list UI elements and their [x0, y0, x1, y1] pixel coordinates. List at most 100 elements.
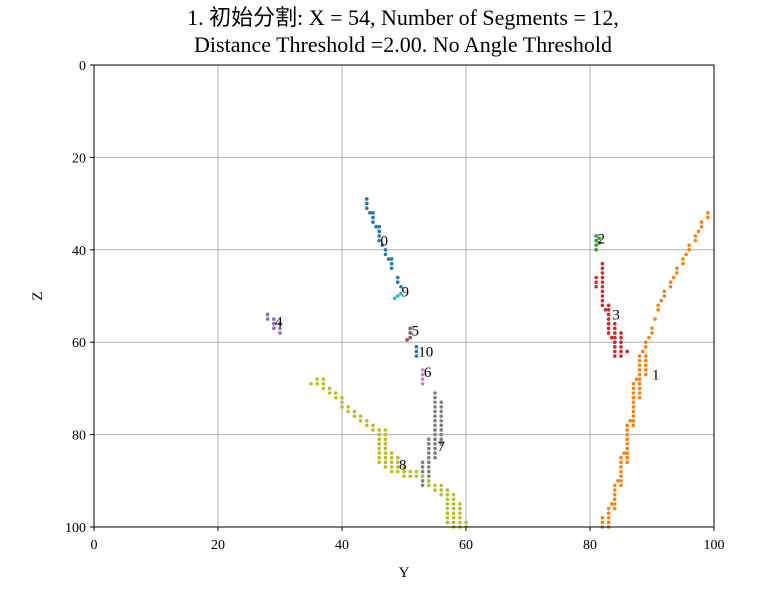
segment-label-5: 5 — [411, 324, 419, 340]
segment-1-point — [637, 395, 642, 400]
segment-0-point — [399, 284, 403, 289]
segment-8-point — [445, 492, 450, 497]
segment-3-point — [619, 349, 623, 354]
segment-8-point — [321, 381, 326, 386]
segment-8-point — [439, 488, 444, 492]
segment-5-point — [408, 331, 413, 335]
segment-0-point — [396, 275, 400, 280]
segment-1-point — [625, 455, 629, 460]
segment-3-point — [600, 275, 605, 280]
segment-1-point — [637, 391, 642, 395]
segment-1-point — [613, 492, 617, 497]
segment-8-point — [451, 511, 456, 515]
segment-8-point — [358, 418, 363, 423]
data-points — [265, 197, 710, 529]
segment-1-point — [668, 284, 673, 289]
segment-1-point — [644, 340, 648, 345]
segment-1-point — [684, 252, 688, 257]
x-tick-label: 100 — [704, 538, 725, 553]
segment-4-point — [278, 326, 282, 331]
segment-3-point — [609, 335, 614, 340]
segment-3-point — [600, 284, 605, 289]
segment-1-point — [634, 377, 639, 381]
segment-1-point — [619, 465, 623, 469]
segment-8-point — [321, 386, 326, 391]
segment-3-point — [603, 308, 608, 312]
segment-8-point — [377, 446, 382, 451]
segment-8-point — [334, 391, 338, 395]
segment-8-point — [377, 428, 382, 432]
segment-7-point — [439, 442, 444, 446]
segment-8-point — [408, 469, 413, 474]
segment-7-point — [433, 446, 437, 451]
segment-1-point — [606, 515, 611, 520]
segment-8-point — [445, 520, 450, 525]
segment-7-point — [433, 405, 437, 409]
segment-7-point — [420, 469, 425, 474]
x-tick-label: 0 — [91, 538, 98, 553]
segment-8-point — [389, 451, 394, 455]
segment-3-point — [613, 331, 617, 335]
segment-8-point — [439, 492, 444, 497]
segment-label-9: 9 — [402, 284, 410, 300]
segment-6-point — [420, 372, 425, 377]
segment-8-point — [377, 437, 382, 442]
segment-0-point — [377, 234, 382, 238]
segment-1-point — [625, 437, 629, 442]
segment-8-point — [383, 455, 388, 460]
segment-0-point — [383, 252, 388, 257]
segment-8-point — [377, 455, 382, 460]
segment-0-point — [380, 243, 385, 247]
segment-8-point — [458, 520, 462, 525]
segment-3-point — [619, 340, 623, 345]
segment-6-point — [420, 377, 425, 381]
segment-8-point — [389, 455, 394, 460]
segment-1-point — [616, 479, 620, 483]
segment-1-point — [609, 502, 614, 506]
segment-label-7: 7 — [437, 439, 445, 455]
segment-3-point — [613, 321, 617, 326]
segment-3-point — [619, 354, 623, 358]
segment-8-point — [327, 391, 332, 395]
segment-8-point — [451, 502, 456, 506]
segment-1-point — [656, 308, 660, 312]
segment-8-point — [408, 474, 413, 478]
segment-0-point — [365, 197, 369, 201]
segment-7-point — [427, 465, 431, 469]
segment-3-point — [600, 289, 605, 294]
segment-4-point — [278, 331, 282, 335]
segment-3-point — [613, 326, 617, 331]
segment-3-point — [613, 340, 617, 345]
segment-3-point — [619, 331, 623, 335]
segment-1-point — [628, 418, 633, 423]
segment-3-point — [600, 266, 605, 271]
segment-3-point — [600, 298, 605, 303]
segment-8-point — [427, 479, 431, 483]
segment-8-point — [309, 381, 313, 386]
segment-1-point — [619, 455, 623, 460]
segment-1-point — [644, 354, 648, 358]
segment-1-point — [613, 497, 617, 502]
segment-8-point — [458, 511, 462, 515]
segment-4-point — [272, 317, 276, 321]
segment-8-point — [396, 460, 400, 465]
segment-8-point — [445, 488, 450, 492]
segment-0-point — [389, 261, 394, 266]
segment-3-point — [600, 294, 605, 298]
segment-8-point — [402, 465, 406, 469]
segment-7-point — [427, 460, 431, 465]
segment-8-point — [414, 469, 419, 474]
segment-1-point — [650, 331, 654, 335]
segment-0-point — [371, 211, 375, 215]
segment-8-point — [358, 414, 363, 418]
segment-8-point — [451, 506, 456, 511]
segment-7-point — [433, 423, 437, 428]
segment-1-point — [631, 405, 636, 409]
segment-1-point — [706, 215, 710, 220]
segment-8-point — [327, 386, 332, 391]
segment-1-point — [675, 271, 679, 275]
segment-1-point — [631, 409, 636, 414]
segment-1-point — [637, 377, 642, 381]
segment-8-point — [402, 469, 406, 474]
segment-1-point — [619, 469, 623, 474]
